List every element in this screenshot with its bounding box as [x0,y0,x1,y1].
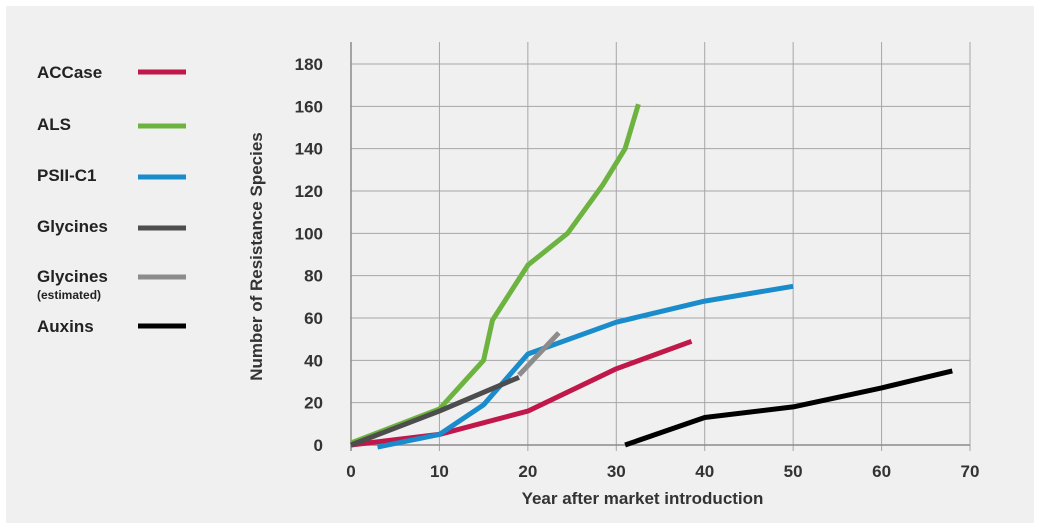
x-tick-label: 50 [784,462,803,481]
x-tick-label: 60 [872,462,891,481]
y-tick-label: 140 [295,140,323,159]
legend-label-4: Glycines [37,267,108,286]
x-tick-label: 70 [961,462,980,481]
legend: ACCase ALS PSII-C1 Glycines Glycines (estimat… [37,63,186,336]
legend-label-1: ALS [37,115,71,134]
series-line-4 [517,331,561,377]
series-line-2 [376,283,794,450]
x-tick-label: 30 [607,462,626,481]
x-tick-label: 10 [430,462,449,481]
y-tick-label: 160 [295,97,323,116]
series-line-0 [350,338,693,448]
legend-label-2: PSII-C1 [37,166,97,185]
y-tick-label: 0 [314,436,323,455]
y-tick-label: 40 [304,351,323,370]
y-tick-label: 60 [304,309,323,328]
legend-label-3: Glycines [37,217,108,236]
series-line-3 [350,374,520,448]
legend-sublabel-4: (estimated) [37,288,101,302]
tick-labels: 0 20 40 60 80 100 120 140 160 180 0 10 20 30 40 50 60 70 [295,55,980,481]
series-lines [350,103,953,450]
x-axis-title: Year after market introduction [522,489,764,508]
x-tick-label: 20 [518,462,537,481]
y-tick-label: 120 [295,182,323,201]
x-tick-label: 40 [695,462,714,481]
y-tick-label: 100 [295,224,323,243]
series-line-5 [624,368,953,448]
y-axis-title: Number of Resistance Species [247,132,266,380]
chart-panel [6,6,1034,523]
grid [350,42,971,451]
legend-label-0: ACCase [37,63,102,82]
legend-label-5: Auxins [37,317,94,336]
series-line-1 [350,103,641,446]
y-tick-label: 180 [295,55,323,74]
y-tick-label: 20 [304,394,323,413]
y-tick-label: 80 [304,267,323,286]
x-tick-label: 0 [346,462,355,481]
